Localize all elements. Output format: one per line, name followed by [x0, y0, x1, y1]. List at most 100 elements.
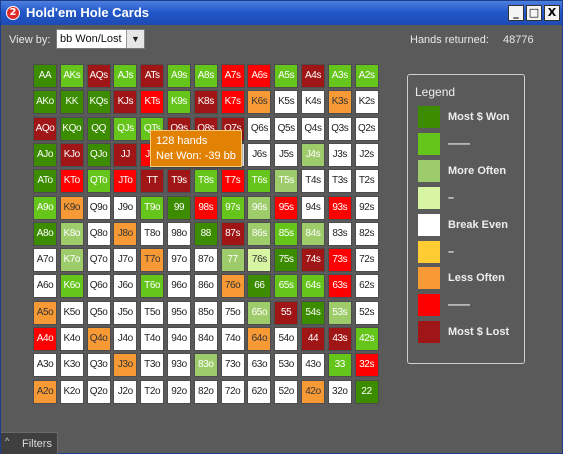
hand-cell[interactable]: T9s: [168, 170, 190, 193]
hand-cell[interactable]: T8s: [194, 170, 217, 193]
hand-cell[interactable]: Q2o: [87, 380, 110, 403]
hand-cell[interactable]: T4s: [302, 170, 324, 193]
hand-cell[interactable]: K2o: [60, 380, 83, 403]
hand-cell[interactable]: 65o: [248, 301, 271, 324]
hand-cell[interactable]: K8s: [194, 91, 217, 114]
hand-cell[interactable]: Q3o: [87, 354, 110, 377]
hand-cell[interactable]: T9o: [141, 196, 164, 219]
hand-cell[interactable]: J2o: [114, 380, 137, 403]
hand-cell[interactable]: T7o: [141, 249, 164, 272]
hand-cell[interactable]: J6o: [114, 275, 137, 298]
hand-cell[interactable]: 63o: [248, 354, 271, 377]
hand-cell[interactable]: K6o: [60, 275, 83, 298]
hand-cell[interactable]: 32o: [328, 380, 351, 403]
hand-cell[interactable]: 52s: [355, 301, 378, 324]
hand-cell[interactable]: A2o: [34, 380, 56, 403]
hand-cell[interactable]: A8s: [194, 65, 217, 87]
title-bar[interactable]: 2 Hold'em Hole Cards _ □ X: [1, 1, 562, 25]
hand-cell[interactable]: A7s: [221, 65, 244, 87]
hand-cell[interactable]: 92o: [168, 380, 190, 403]
hand-cell[interactable]: 73o: [221, 354, 244, 377]
hand-cell[interactable]: 94s: [302, 196, 324, 219]
hand-cell[interactable]: 99: [168, 196, 190, 219]
hand-cell[interactable]: 22: [355, 380, 378, 403]
hand-cell[interactable]: 63s: [328, 275, 351, 298]
hand-cell[interactable]: J4o: [114, 328, 137, 350]
hand-cell[interactable]: Q8o: [87, 222, 110, 245]
chevron-up-icon[interactable]: ^: [5, 436, 10, 446]
hand-cell[interactable]: 65s: [275, 275, 298, 298]
hand-cell[interactable]: J5s: [275, 143, 298, 166]
hand-cell[interactable]: 97o: [168, 249, 190, 272]
hand-cell[interactable]: ATo: [34, 170, 56, 193]
hand-cell[interactable]: Q4s: [302, 117, 324, 140]
hand-cell[interactable]: 95o: [168, 301, 190, 324]
hand-cell[interactable]: A5s: [275, 65, 298, 87]
hand-cell[interactable]: K5o: [60, 301, 83, 324]
hand-cell[interactable]: 84s: [302, 222, 324, 245]
hand-cell[interactable]: 77: [221, 249, 244, 272]
hand-cell[interactable]: 75s: [275, 249, 298, 272]
hand-cell[interactable]: AQo: [34, 117, 56, 140]
hand-cell[interactable]: 83o: [194, 354, 217, 377]
hand-cell[interactable]: 74s: [302, 249, 324, 272]
hand-cell[interactable]: 86o: [194, 275, 217, 298]
hand-cell[interactable]: AKo: [34, 91, 56, 114]
hand-cell[interactable]: QTo: [87, 170, 110, 193]
hand-cell[interactable]: A4s: [302, 65, 324, 87]
hand-cell[interactable]: K2s: [355, 91, 378, 114]
hand-cell[interactable]: Q6s: [248, 117, 271, 140]
hand-cell[interactable]: 64s: [302, 275, 324, 298]
hand-cell[interactable]: 95s: [275, 196, 298, 219]
filters-toggle[interactable]: ^ Filters: [1, 432, 58, 454]
hand-cell[interactable]: T3o: [141, 354, 164, 377]
hand-cell[interactable]: 87s: [221, 222, 244, 245]
hand-cell[interactable]: AJo: [34, 143, 56, 166]
hand-cell[interactable]: A6s: [248, 65, 271, 87]
hand-cell[interactable]: 98s: [194, 196, 217, 219]
hand-cell[interactable]: J5o: [114, 301, 137, 324]
hand-cell[interactable]: 43s: [328, 328, 351, 350]
hand-cell[interactable]: 87o: [194, 249, 217, 272]
hand-cell[interactable]: JTo: [114, 170, 137, 193]
hand-cell[interactable]: AJs: [114, 65, 137, 87]
hand-cell[interactable]: T5o: [141, 301, 164, 324]
hand-cell[interactable]: 93o: [168, 354, 190, 377]
chevron-down-icon[interactable]: ▼: [126, 30, 144, 48]
hand-cell[interactable]: A3s: [328, 65, 351, 87]
hand-cell[interactable]: KTo: [60, 170, 83, 193]
hand-cell[interactable]: 43o: [302, 354, 324, 377]
hand-cell[interactable]: 97s: [221, 196, 244, 219]
hand-cell[interactable]: A4o: [34, 328, 56, 350]
hand-cell[interactable]: T2s: [355, 170, 378, 193]
hand-cell[interactable]: 54o: [275, 328, 298, 350]
view-by-select[interactable]: bb Won/Lost ▼: [56, 29, 145, 49]
hand-cell[interactable]: 55: [275, 301, 298, 324]
hand-cell[interactable]: A7o: [34, 249, 56, 272]
hand-cell[interactable]: Q7o: [87, 249, 110, 272]
hand-cell[interactable]: 88: [194, 222, 217, 245]
hand-cell[interactable]: KTs: [141, 91, 164, 114]
hand-cell[interactable]: 66: [248, 275, 271, 298]
hand-cell[interactable]: K7o: [60, 249, 83, 272]
hand-cell[interactable]: T3s: [328, 170, 351, 193]
minimize-button[interactable]: _: [508, 5, 524, 21]
hand-cell[interactable]: 76o: [221, 275, 244, 298]
hand-cell[interactable]: Q3s: [328, 117, 351, 140]
hand-cell[interactable]: KQo: [60, 117, 83, 140]
hand-cell[interactable]: A8o: [34, 222, 56, 245]
hand-cell[interactable]: K8o: [60, 222, 83, 245]
hand-cell[interactable]: K3s: [328, 91, 351, 114]
hand-cell[interactable]: 74o: [221, 328, 244, 350]
hand-cell[interactable]: 76s: [248, 249, 271, 272]
hand-cell[interactable]: 72s: [355, 249, 378, 272]
hand-cell[interactable]: K4s: [302, 91, 324, 114]
hand-cell[interactable]: 85o: [194, 301, 217, 324]
hand-cell[interactable]: 96s: [248, 196, 271, 219]
hand-cell[interactable]: T8o: [141, 222, 164, 245]
hand-cell[interactable]: T5s: [275, 170, 298, 193]
hand-cell[interactable]: AA: [34, 65, 56, 87]
hand-cell[interactable]: ATs: [141, 65, 164, 87]
hand-cell[interactable]: 52o: [275, 380, 298, 403]
hand-cell[interactable]: K4o: [60, 328, 83, 350]
